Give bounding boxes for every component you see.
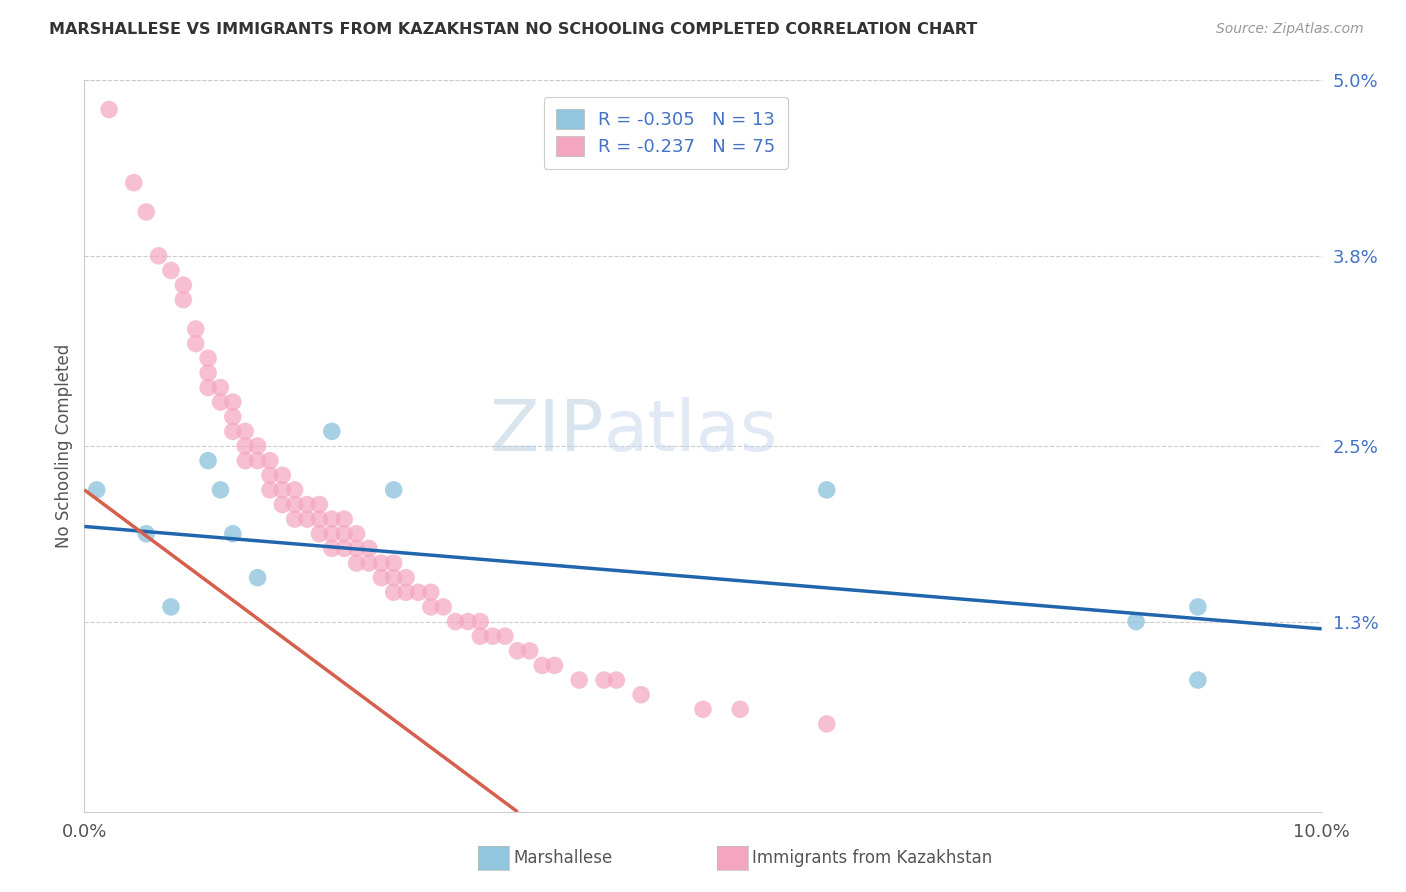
Point	[593, 673, 616, 687]
Point	[209, 395, 232, 409]
Text: Source: ZipAtlas.com: Source: ZipAtlas.com	[1216, 22, 1364, 37]
Text: atlas: atlas	[605, 397, 779, 466]
Point	[1187, 673, 1209, 687]
Point	[506, 644, 529, 658]
Point	[1125, 615, 1147, 629]
Point	[470, 629, 492, 643]
Point	[382, 556, 405, 570]
Point	[308, 498, 330, 512]
Point	[630, 688, 652, 702]
Point	[284, 483, 307, 497]
Point	[233, 425, 256, 439]
Point	[346, 541, 368, 556]
Point	[692, 702, 714, 716]
Point	[370, 556, 392, 570]
Point	[357, 541, 380, 556]
Point	[470, 615, 492, 629]
Point	[432, 599, 454, 614]
Point	[222, 409, 245, 424]
Point	[457, 615, 479, 629]
Point	[815, 717, 838, 731]
Point	[357, 556, 380, 570]
Point	[184, 336, 207, 351]
Point	[568, 673, 591, 687]
Point	[98, 103, 121, 117]
Point	[86, 483, 108, 497]
Point	[246, 453, 269, 467]
Point	[382, 483, 405, 497]
Point	[172, 293, 194, 307]
Point	[233, 453, 256, 467]
Point	[346, 556, 368, 570]
Point	[494, 629, 516, 643]
Point	[222, 526, 245, 541]
Point	[481, 629, 503, 643]
Point	[519, 644, 541, 658]
Point	[284, 512, 307, 526]
Point	[308, 512, 330, 526]
Point	[209, 380, 232, 394]
Point	[135, 526, 157, 541]
Point	[246, 439, 269, 453]
Point	[233, 439, 256, 453]
Point	[382, 571, 405, 585]
Point	[395, 585, 418, 599]
Point	[197, 453, 219, 467]
Point	[172, 278, 194, 293]
Point	[333, 541, 356, 556]
Text: Immigrants from Kazakhstan: Immigrants from Kazakhstan	[752, 849, 993, 867]
Point	[408, 585, 430, 599]
Text: ZIP: ZIP	[489, 397, 605, 466]
Point	[197, 366, 219, 380]
Point	[222, 395, 245, 409]
Point	[295, 498, 318, 512]
Point	[531, 658, 554, 673]
Text: Marshallese: Marshallese	[513, 849, 613, 867]
Point	[135, 205, 157, 219]
Point	[222, 425, 245, 439]
Point	[160, 599, 183, 614]
Point	[444, 615, 467, 629]
Point	[122, 176, 145, 190]
Point	[815, 483, 838, 497]
Legend: R = -0.305   N = 13, R = -0.237   N = 75: R = -0.305 N = 13, R = -0.237 N = 75	[544, 96, 787, 169]
Point	[1187, 599, 1209, 614]
Point	[728, 702, 751, 716]
Point	[395, 571, 418, 585]
Point	[259, 483, 281, 497]
Point	[370, 571, 392, 585]
Point	[321, 526, 343, 541]
Text: MARSHALLESE VS IMMIGRANTS FROM KAZAKHSTAN NO SCHOOLING COMPLETED CORRELATION CHA: MARSHALLESE VS IMMIGRANTS FROM KAZAKHSTA…	[49, 22, 977, 37]
Point	[271, 468, 294, 483]
Point	[308, 526, 330, 541]
Point	[382, 585, 405, 599]
Point	[346, 526, 368, 541]
Point	[246, 571, 269, 585]
Point	[605, 673, 627, 687]
Point	[197, 351, 219, 366]
Point	[209, 483, 232, 497]
Point	[295, 512, 318, 526]
Point	[259, 453, 281, 467]
Point	[160, 263, 183, 277]
Point	[333, 512, 356, 526]
Point	[271, 498, 294, 512]
Point	[321, 541, 343, 556]
Point	[321, 512, 343, 526]
Point	[543, 658, 565, 673]
Point	[184, 322, 207, 336]
Point	[284, 498, 307, 512]
Point	[333, 526, 356, 541]
Point	[259, 468, 281, 483]
Point	[197, 380, 219, 394]
Y-axis label: No Schooling Completed: No Schooling Completed	[55, 344, 73, 548]
Point	[419, 599, 441, 614]
Point	[419, 585, 441, 599]
Point	[271, 483, 294, 497]
Point	[321, 425, 343, 439]
Point	[148, 249, 170, 263]
